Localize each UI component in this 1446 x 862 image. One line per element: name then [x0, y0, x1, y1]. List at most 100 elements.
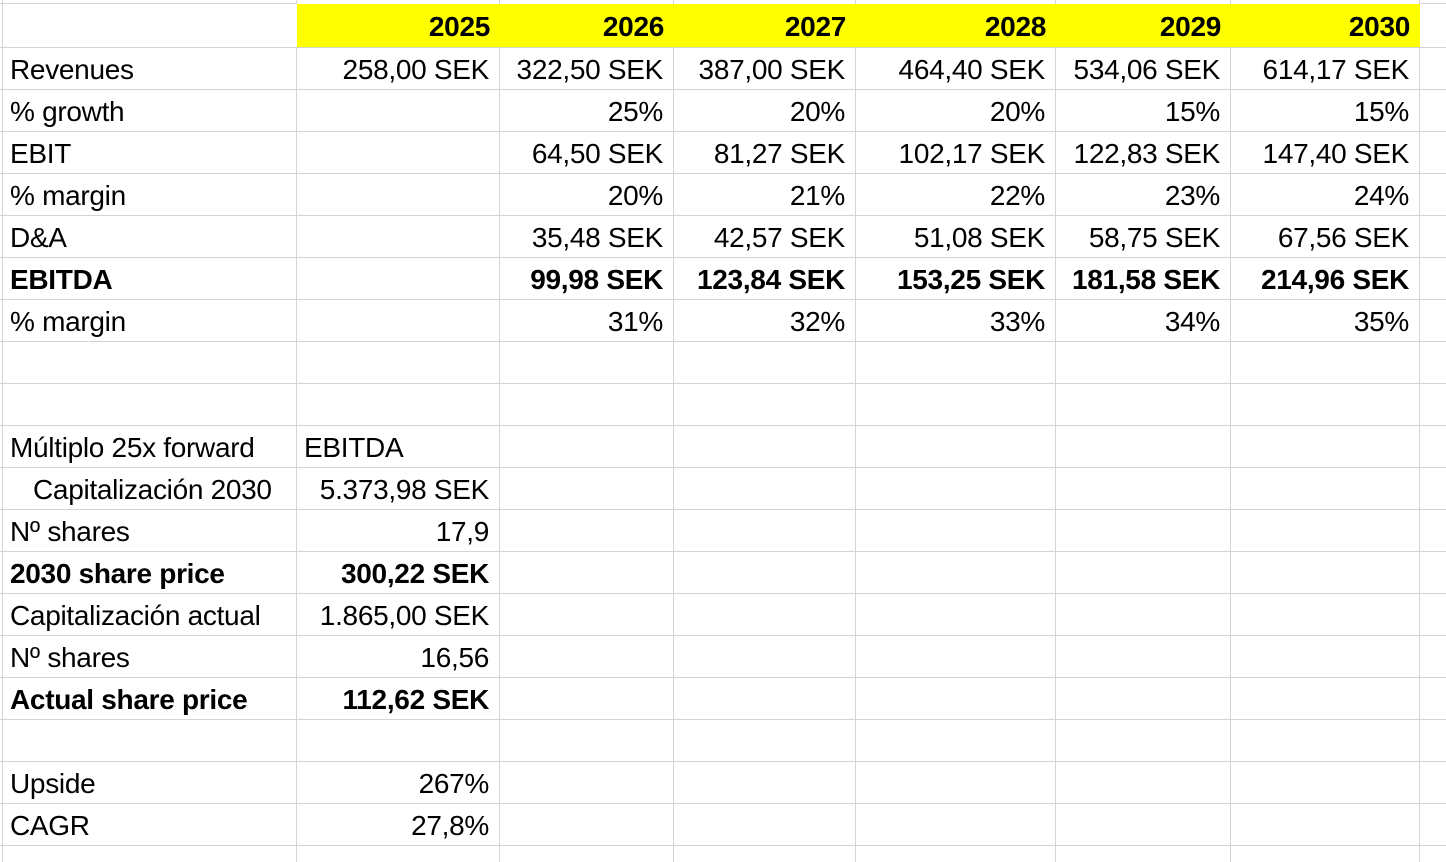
cell-2029-growth[interactable]: 15%: [1056, 90, 1231, 132]
year-header-2025[interactable]: 2025: [297, 4, 500, 48]
cell-2025-margin[interactable]: [297, 174, 500, 216]
cell-2029-multiplo-25x-forward[interactable]: [1056, 426, 1231, 468]
cell-2029-d-a[interactable]: 58,75 SEK: [1056, 216, 1231, 258]
cell-2025-empty[interactable]: [297, 384, 500, 426]
cell-2029-capitalizacion-actual[interactable]: [1056, 594, 1231, 636]
cell-2030-cagr[interactable]: [1231, 804, 1420, 846]
header-row-label-cell[interactable]: [3, 4, 297, 48]
cell-2030-actual-share-price[interactable]: [1231, 678, 1420, 720]
cell-2025-multiplo-25x-forward[interactable]: EBITDA: [297, 426, 500, 468]
cell-2027-margin[interactable]: 21%: [674, 174, 856, 216]
cell-2028-empty[interactable]: [856, 342, 1056, 384]
cell-2027-capitalizacion-actual[interactable]: [674, 594, 856, 636]
cell-2030-ebit[interactable]: 147,40 SEK: [1231, 132, 1420, 174]
cell-2029-margin[interactable]: 23%: [1056, 174, 1231, 216]
cell-label-margin[interactable]: % margin: [3, 174, 297, 216]
cell-label-actual-share-price[interactable]: Actual share price: [3, 678, 297, 720]
cell-2027-n-shares[interactable]: [674, 636, 856, 678]
cell-2030-d-a[interactable]: 67,56 SEK: [1231, 216, 1420, 258]
cell-2030-growth[interactable]: 15%: [1231, 90, 1420, 132]
cell-2027-empty[interactable]: [674, 342, 856, 384]
year-header-2029[interactable]: 2029: [1056, 4, 1231, 48]
cell-label-n-shares[interactable]: Nº shares: [3, 510, 297, 552]
cell-2030-n-shares[interactable]: [1231, 510, 1420, 552]
cell-2028-n-shares[interactable]: [856, 636, 1056, 678]
cell-2028-ebit[interactable]: 102,17 SEK: [856, 132, 1056, 174]
cell-2029-empty[interactable]: [1056, 384, 1231, 426]
cell-label-d-a[interactable]: D&A: [3, 216, 297, 258]
cell-2025-ebitda[interactable]: [297, 258, 500, 300]
cell-2027-empty[interactable]: [674, 384, 856, 426]
cell-2030-ebitda[interactable]: 214,96 SEK: [1231, 258, 1420, 300]
cell-2026-capitalizacion-2030[interactable]: [500, 468, 674, 510]
cell-2028-cagr[interactable]: [856, 804, 1056, 846]
cell-2028-empty[interactable]: [856, 720, 1056, 762]
cell-label-cagr[interactable]: CAGR: [3, 804, 297, 846]
cell-2027-ebit[interactable]: 81,27 SEK: [674, 132, 856, 174]
cell-2030-empty[interactable]: [1231, 720, 1420, 762]
cell-2028-revenues[interactable]: 464,40 SEK: [856, 48, 1056, 90]
cell-label-margin[interactable]: % margin: [3, 300, 297, 342]
cell-2026-2030-share-price[interactable]: [500, 552, 674, 594]
cell-label-capitalizacion-2030[interactable]: Capitalización 2030: [3, 468, 297, 510]
cell-label-growth[interactable]: % growth: [3, 90, 297, 132]
cell-2027-margin[interactable]: 32%: [674, 300, 856, 342]
cell-2028-n-shares[interactable]: [856, 510, 1056, 552]
cell-2027-ebitda[interactable]: 123,84 SEK: [674, 258, 856, 300]
cell-2029-upside[interactable]: [1056, 762, 1231, 804]
cell-2028-capitalizacion-actual[interactable]: [856, 594, 1056, 636]
cell-2026-empty[interactable]: [500, 720, 674, 762]
cell-2026-empty[interactable]: [500, 384, 674, 426]
cell-2028-actual-share-price[interactable]: [856, 678, 1056, 720]
cell-2025-capitalizacion-actual[interactable]: 1.865,00 SEK: [297, 594, 500, 636]
cell-2025-capitalizacion-2030[interactable]: 5.373,98 SEK: [297, 468, 500, 510]
cell-2026-n-shares[interactable]: [500, 636, 674, 678]
cell-2025-actual-share-price[interactable]: 112,62 SEK: [297, 678, 500, 720]
cell-label-ebit[interactable]: EBIT: [3, 132, 297, 174]
cell-2028-margin[interactable]: 22%: [856, 174, 1056, 216]
cell-2029-n-shares[interactable]: [1056, 510, 1231, 552]
cell-2029-n-shares[interactable]: [1056, 636, 1231, 678]
cell-2029-margin[interactable]: 34%: [1056, 300, 1231, 342]
cell-2029-empty[interactable]: [1056, 342, 1231, 384]
cell-2027-upside[interactable]: [674, 762, 856, 804]
cell-2027-d-a[interactable]: 42,57 SEK: [674, 216, 856, 258]
cell-2027-cagr[interactable]: [674, 804, 856, 846]
cell-2028-capitalizacion-2030[interactable]: [856, 468, 1056, 510]
cell-2027-n-shares[interactable]: [674, 510, 856, 552]
cell-2027-capitalizacion-2030[interactable]: [674, 468, 856, 510]
cell-2026-d-a[interactable]: 35,48 SEK: [500, 216, 674, 258]
cell-2025-d-a[interactable]: [297, 216, 500, 258]
cell-2027-growth[interactable]: 20%: [674, 90, 856, 132]
cell-2029-empty[interactable]: [1056, 720, 1231, 762]
cell-label-2030-share-price[interactable]: 2030 share price: [3, 552, 297, 594]
cell-2027-empty[interactable]: [674, 720, 856, 762]
cell-2029-2030-share-price[interactable]: [1056, 552, 1231, 594]
cell-2027-actual-share-price[interactable]: [674, 678, 856, 720]
cell-2025-revenues[interactable]: 258,00 SEK: [297, 48, 500, 90]
cell-2030-margin[interactable]: 24%: [1231, 174, 1420, 216]
cell-label-revenues[interactable]: Revenues: [3, 48, 297, 90]
cell-2028-growth[interactable]: 20%: [856, 90, 1056, 132]
cell-2030-capitalizacion-2030[interactable]: [1231, 468, 1420, 510]
cell-2026-cagr[interactable]: [500, 804, 674, 846]
cell-2028-margin[interactable]: 33%: [856, 300, 1056, 342]
cell-2026-growth[interactable]: 25%: [500, 90, 674, 132]
cell-2025-growth[interactable]: [297, 90, 500, 132]
cell-2026-margin[interactable]: 20%: [500, 174, 674, 216]
cell-2025-2030-share-price[interactable]: 300,22 SEK: [297, 552, 500, 594]
cell-label-ebitda[interactable]: EBITDA: [3, 258, 297, 300]
cell-2028-multiplo-25x-forward[interactable]: [856, 426, 1056, 468]
cell-2028-empty[interactable]: [856, 384, 1056, 426]
year-header-2030[interactable]: 2030: [1231, 4, 1420, 48]
cell-2027-multiplo-25x-forward[interactable]: [674, 426, 856, 468]
cell-label-upside[interactable]: Upside: [3, 762, 297, 804]
cell-2025-cagr[interactable]: 27,8%: [297, 804, 500, 846]
cell-2026-actual-share-price[interactable]: [500, 678, 674, 720]
cell-label-multiplo-25x-forward[interactable]: Múltiplo 25x forward: [3, 426, 297, 468]
cell-2030-2030-share-price[interactable]: [1231, 552, 1420, 594]
cell-2026-multiplo-25x-forward[interactable]: [500, 426, 674, 468]
cell-2028-upside[interactable]: [856, 762, 1056, 804]
cell-2030-multiplo-25x-forward[interactable]: [1231, 426, 1420, 468]
cell-2026-empty[interactable]: [500, 342, 674, 384]
